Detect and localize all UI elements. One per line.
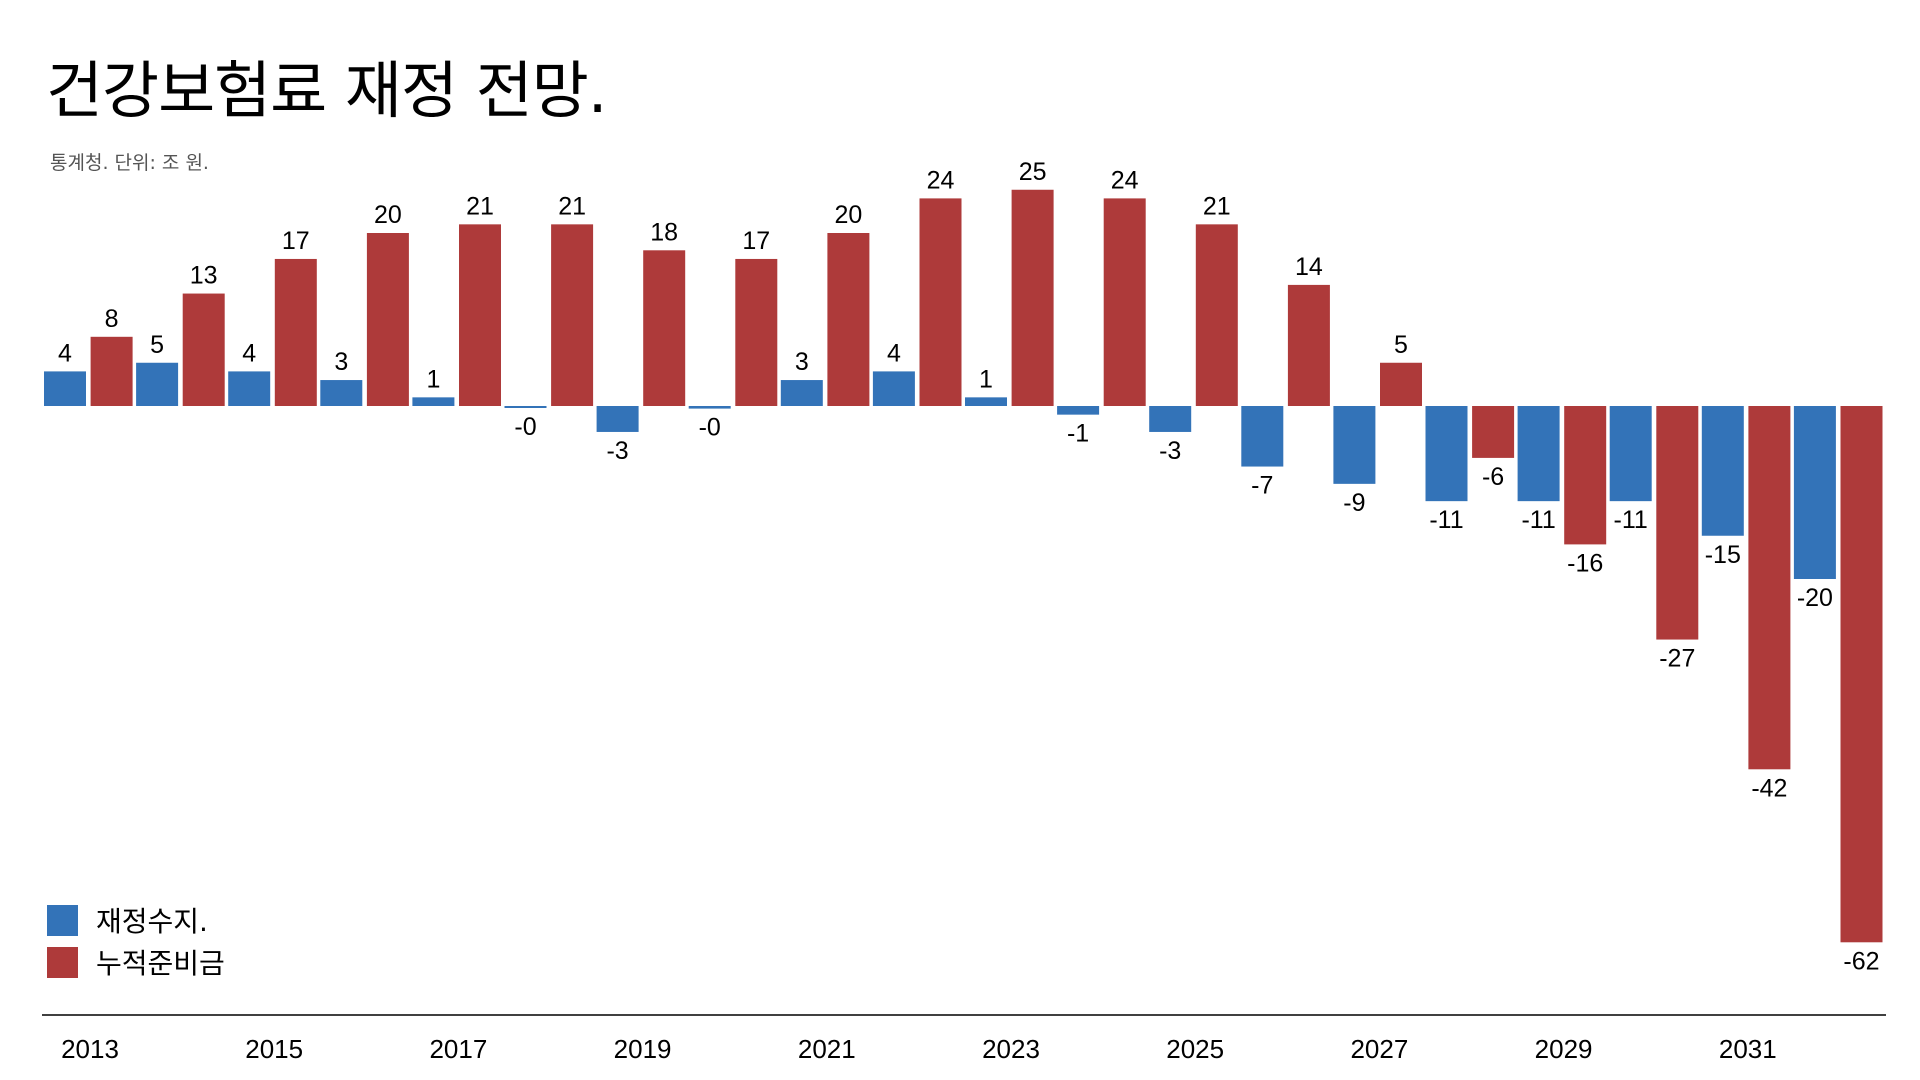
data-label: 3: [795, 348, 809, 376]
legend-label: 누적준비금: [96, 947, 225, 980]
data-label: 20: [834, 201, 862, 229]
bar-balance-2022: [872, 371, 915, 406]
data-label: -11: [1429, 506, 1463, 534]
data-label: -20: [1797, 584, 1833, 612]
x-tick-label: 2017: [429, 1034, 487, 1064]
bar-balance-2016: [320, 380, 363, 406]
bar-reserve-2017: [459, 224, 501, 406]
bar-reserve-2023: [1011, 189, 1054, 406]
data-label: 17: [282, 227, 310, 255]
data-label: -1: [1067, 420, 1089, 448]
bar-reserve-2026: [1287, 284, 1330, 406]
bar-reserve-2025: [1195, 224, 1238, 406]
legend-swatch-red: [47, 946, 78, 978]
bar-balance-2032: [1793, 406, 1836, 579]
bar-balance-2021: [780, 380, 823, 406]
bar-balance-2030: [1609, 406, 1652, 502]
chart-subtitle: 통계청. 단위: 조 원.: [50, 152, 209, 174]
x-tick-label: 2023: [982, 1034, 1040, 1064]
bar-balance-2028: [1425, 406, 1468, 502]
x-tick-label: 2013: [61, 1034, 119, 1064]
data-label: -6: [1482, 463, 1504, 491]
data-label: 3: [334, 348, 348, 376]
data-label: 21: [558, 192, 586, 220]
bar-reserve-2021: [827, 233, 870, 406]
bar-balance-2026: [1241, 406, 1284, 467]
bar-balance-2017: [412, 397, 455, 406]
data-label: 14: [1295, 253, 1323, 281]
x-tick-label: 2031: [1719, 1034, 1777, 1064]
data-label: 21: [466, 192, 494, 220]
bar-balance-2025: [1149, 406, 1192, 432]
legend-item-balance: 재정수지.: [47, 900, 208, 940]
bar-reserve-2031: [1748, 406, 1791, 770]
bar-balance-2029: [1517, 406, 1560, 502]
data-label: -0: [699, 414, 721, 442]
data-label: -7: [1251, 472, 1273, 500]
data-label: 8: [105, 305, 119, 333]
x-tick-label: 2025: [1166, 1034, 1224, 1064]
legend-swatch-blue: [47, 904, 78, 936]
bar-balance-2013: [44, 371, 86, 406]
bar-reserve-2016: [366, 233, 409, 406]
bar-balance-2027: [1333, 406, 1376, 484]
bar-balance-2023: [965, 397, 1007, 406]
bar-reserve-2022: [919, 198, 962, 406]
data-label: 5: [1394, 331, 1408, 359]
bar-reserve-2019: [643, 250, 686, 406]
bar-reserve-2014: [182, 293, 225, 406]
data-label: 4: [242, 339, 256, 367]
data-label: 18: [650, 218, 678, 246]
data-label: 4: [58, 339, 72, 367]
bar-reserve-2032: [1840, 406, 1883, 943]
data-label: 24: [1111, 166, 1139, 194]
data-label: -3: [606, 437, 628, 465]
x-tick-label: 2019: [614, 1034, 672, 1064]
bar-reserve-2024: [1103, 198, 1146, 406]
data-label: 20: [374, 201, 402, 229]
bar-reserve-2027: [1380, 362, 1422, 406]
data-label: -11: [1521, 506, 1555, 534]
bar-reserve-2030: [1656, 406, 1699, 640]
data-label: 24: [927, 166, 955, 194]
bar-reserve-2029: [1564, 406, 1607, 545]
data-label: 13: [190, 262, 218, 290]
x-tick-label: 2015: [245, 1034, 303, 1064]
data-label: -15: [1705, 541, 1741, 569]
bar-balance-2014: [136, 362, 179, 406]
data-label: -16: [1567, 549, 1603, 577]
bar-balance-2031: [1701, 406, 1744, 536]
x-tick-label: 2029: [1535, 1034, 1593, 1064]
data-label: -0: [514, 413, 536, 441]
bar-balance-2018: [504, 406, 547, 408]
data-label: -9: [1343, 489, 1365, 517]
bar-reserve-2018: [551, 224, 594, 406]
data-label: -27: [1659, 645, 1695, 673]
bar-reserve-2020: [735, 258, 778, 406]
data-label: 4: [887, 339, 901, 367]
data-label: 25: [1019, 158, 1047, 186]
data-label: -42: [1751, 774, 1787, 802]
data-label: 1: [426, 365, 440, 393]
bar-reserve-2015: [274, 258, 317, 406]
data-label: 17: [742, 227, 770, 255]
legend-item-reserve: 누적준비금: [47, 942, 225, 982]
bar-reserve-2028: [1472, 406, 1515, 458]
x-tick-label: 2021: [798, 1034, 856, 1064]
data-label: -62: [1843, 947, 1879, 975]
legend-label: 재정수지.: [96, 905, 208, 938]
data-label: 21: [1203, 192, 1231, 220]
chart-title: 건강보험료 재정 전망.: [46, 54, 607, 127]
data-label: -11: [1614, 506, 1648, 534]
bar-reserve-2013: [90, 336, 133, 406]
bar-balance-2015: [228, 371, 271, 406]
x-tick-label: 2027: [1350, 1034, 1408, 1064]
bar-balance-2024: [1057, 406, 1100, 415]
data-label: -3: [1159, 437, 1181, 465]
bar-balance-2019: [596, 406, 639, 432]
bar-balance-2020: [688, 406, 731, 409]
data-label: 1: [979, 365, 993, 393]
data-label: 5: [150, 331, 164, 359]
